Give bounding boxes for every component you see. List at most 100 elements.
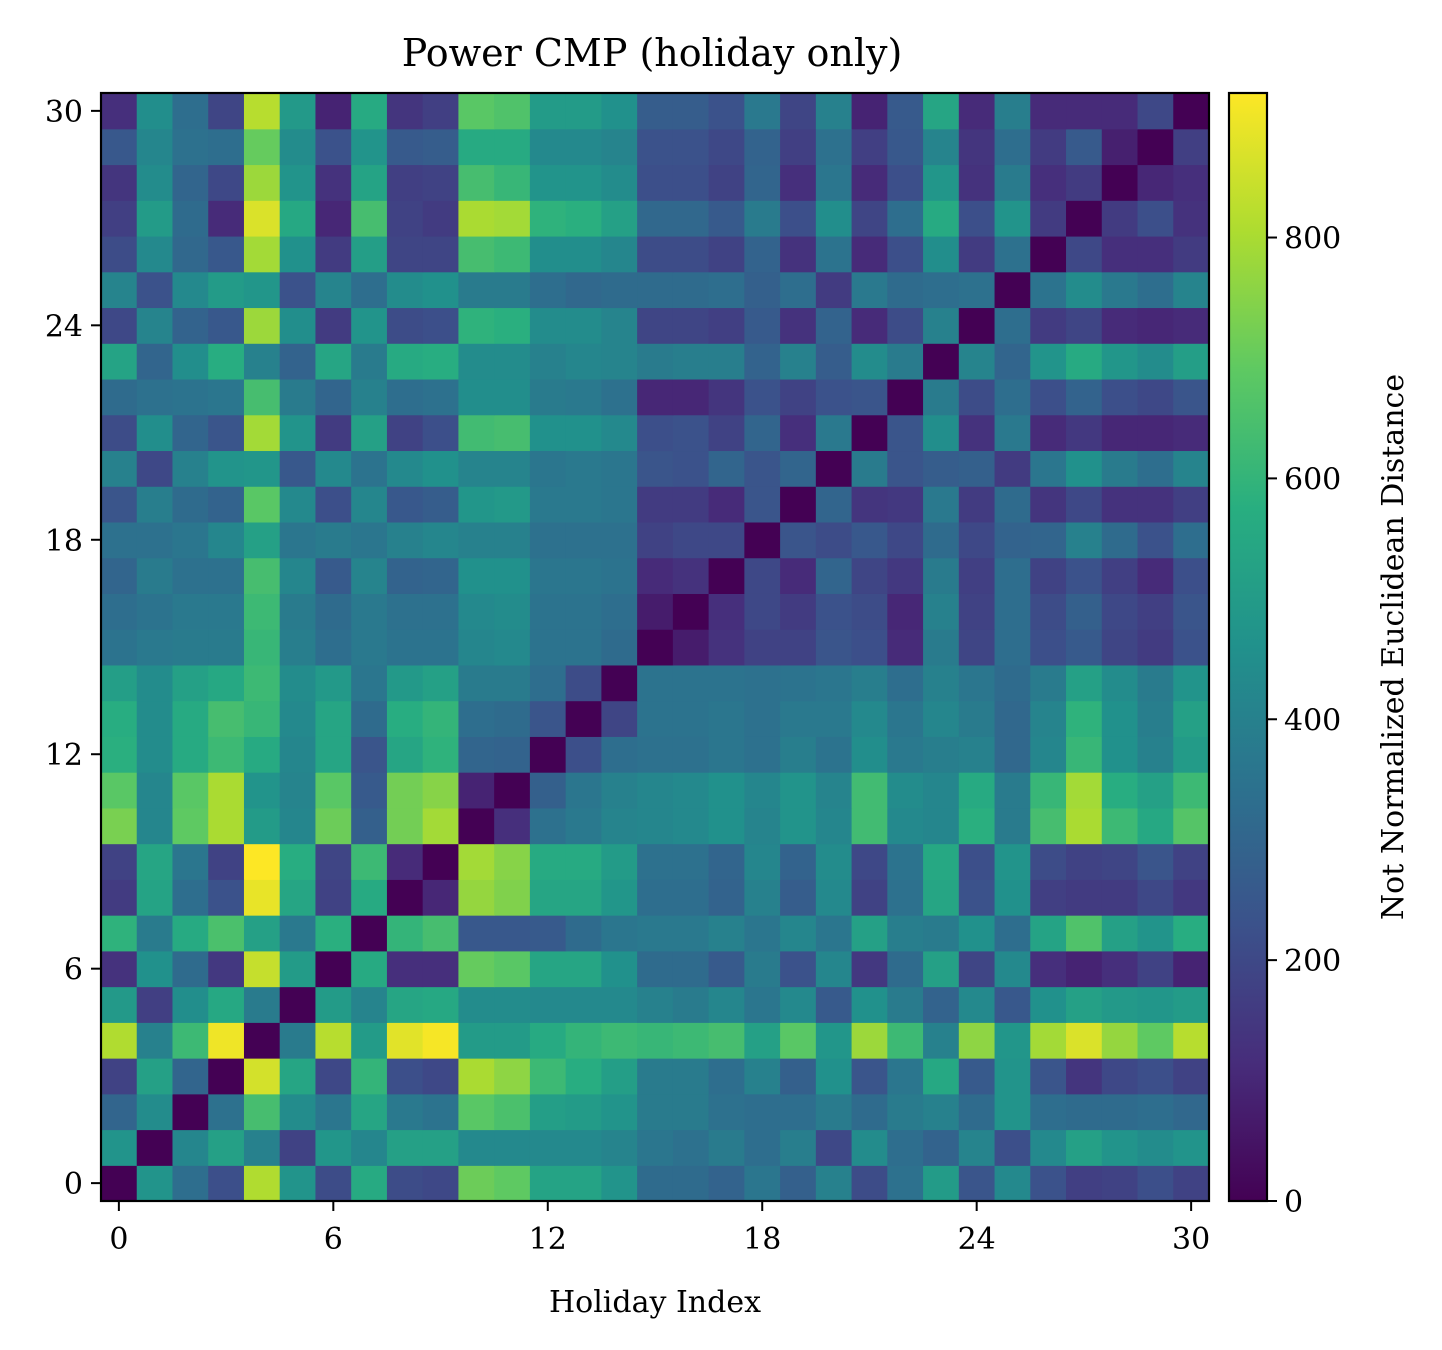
heatmap-cell <box>923 307 960 344</box>
heatmap-cell <box>887 378 924 416</box>
heatmap-cell <box>1173 378 1210 416</box>
heatmap-cell <box>744 700 781 737</box>
heatmap-cell <box>386 879 424 916</box>
heatmap-cell <box>458 1058 495 1095</box>
heatmap-cell <box>637 343 674 380</box>
heatmap-cell <box>1030 343 1067 380</box>
heatmap-cell <box>923 593 960 630</box>
heatmap-cell <box>1137 414 1174 452</box>
heatmap-cell <box>351 378 388 416</box>
heatmap-cell <box>422 450 460 487</box>
heatmap-cell <box>136 521 174 559</box>
heatmap-cell <box>315 700 352 737</box>
heatmap-cell <box>529 343 567 380</box>
heatmap-cell <box>708 950 745 988</box>
heatmap-cell <box>887 521 924 559</box>
heatmap-cell <box>529 486 567 523</box>
heatmap-cell <box>458 736 495 773</box>
heatmap-cell <box>208 736 245 773</box>
heatmap-cell <box>422 521 460 559</box>
heatmap-cell <box>315 664 352 702</box>
heatmap-cell <box>529 93 567 130</box>
heatmap-cell <box>1030 93 1067 130</box>
heatmap-cell <box>1137 378 1174 416</box>
heatmap-cell <box>101 200 138 237</box>
heatmap-cell <box>1030 1058 1067 1095</box>
heatmap-cell <box>780 807 817 845</box>
heatmap-cell <box>279 772 317 809</box>
heatmap-cell <box>1066 128 1103 166</box>
heatmap-cell <box>315 593 352 630</box>
heatmap-cell <box>1066 271 1103 309</box>
heatmap-cell <box>565 950 602 988</box>
heatmap-cell <box>494 1165 531 1202</box>
heatmap-cell <box>780 772 817 809</box>
heatmap-cell <box>494 1093 531 1131</box>
heatmap-cell <box>172 307 209 344</box>
heatmap-cell <box>1030 629 1067 666</box>
heatmap-cell <box>386 1129 424 1166</box>
heatmap-cell <box>815 557 853 594</box>
heatmap-cell <box>1173 1022 1210 1059</box>
heatmap-cell <box>136 164 174 201</box>
heatmap-cell <box>315 521 352 559</box>
heatmap-cell <box>601 557 638 594</box>
x-axis-ticks: 0 6 12 18 24 30 <box>109 1201 1210 1257</box>
heatmap-cell <box>637 450 674 487</box>
heatmap-cell <box>708 557 745 594</box>
heatmap-cell <box>637 915 674 952</box>
heatmap-cell <box>637 736 674 773</box>
heatmap-cell <box>994 486 1031 523</box>
heatmap-cell <box>386 271 424 309</box>
heatmap-cell <box>815 807 853 845</box>
heatmap-cell <box>494 1058 531 1095</box>
heatmap-cell <box>672 986 710 1023</box>
heatmap-cell <box>994 93 1031 130</box>
heatmap-cell <box>1030 664 1067 702</box>
heatmap-cell <box>208 986 245 1023</box>
heatmap-cell <box>136 378 174 416</box>
heatmap-cell <box>529 164 567 201</box>
heatmap-cell <box>279 414 317 452</box>
heatmap-cell <box>243 450 281 487</box>
heatmap-cell <box>1066 1093 1103 1131</box>
heatmap-cell <box>1030 1093 1067 1131</box>
heatmap-cell <box>637 235 674 273</box>
heatmap-cell <box>708 378 745 416</box>
heatmap-cell <box>958 1129 996 1166</box>
heatmap-cell <box>887 1058 924 1095</box>
heatmap-cell <box>243 271 281 309</box>
heatmap-cell <box>815 950 853 988</box>
heatmap-cell <box>494 521 531 559</box>
heatmap-cell <box>1137 1093 1174 1131</box>
heatmap-cell <box>672 593 710 630</box>
heatmap-cell <box>386 307 424 344</box>
heatmap-cell <box>351 486 388 523</box>
heatmap-cell <box>422 93 460 130</box>
heatmap-cell <box>458 772 495 809</box>
heatmap-cell <box>1101 950 1139 988</box>
heatmap-cell <box>565 235 602 273</box>
heatmap-cell <box>279 450 317 487</box>
heatmap-cell <box>780 950 817 988</box>
heatmap-cell <box>851 700 888 737</box>
heatmap-cell <box>672 807 710 845</box>
heatmap-cell <box>243 807 281 845</box>
heatmap-cell <box>1066 450 1103 487</box>
heatmap-cell <box>601 93 638 130</box>
heatmap-cell <box>744 1129 781 1166</box>
heatmap-cell <box>386 343 424 380</box>
heatmap-cell <box>744 378 781 416</box>
heatmap-cell <box>780 843 817 880</box>
heatmap-cell <box>994 414 1031 452</box>
heatmap-cell <box>1101 986 1139 1023</box>
heatmap-cell <box>351 93 388 130</box>
heatmap-cell <box>136 557 174 594</box>
heatmap-cell <box>815 164 853 201</box>
heatmap-cell <box>136 772 174 809</box>
heatmap-cell <box>1030 378 1067 416</box>
heatmap-cell <box>1066 700 1103 737</box>
heatmap-cell <box>243 378 281 416</box>
heatmap-cell <box>744 1165 781 1202</box>
heatmap-cell <box>101 235 138 273</box>
